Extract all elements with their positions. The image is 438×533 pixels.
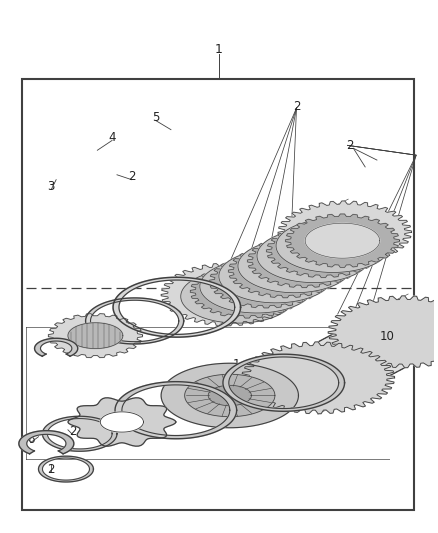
Polygon shape [305,223,380,258]
Text: 5: 5 [152,111,160,124]
Polygon shape [219,249,332,303]
Text: 6: 6 [27,433,35,446]
Text: 2: 2 [174,396,181,409]
Text: 1: 1 [233,358,240,370]
Text: 8: 8 [356,350,363,363]
Polygon shape [239,259,313,294]
Polygon shape [296,228,370,263]
Polygon shape [229,264,304,298]
Polygon shape [266,224,380,278]
Polygon shape [318,296,405,414]
Polygon shape [100,412,144,432]
Polygon shape [248,254,322,288]
Polygon shape [210,274,284,309]
Text: 2: 2 [277,384,285,397]
Polygon shape [277,238,351,273]
Text: 2: 2 [128,170,135,183]
Polygon shape [39,456,93,482]
Polygon shape [247,234,361,288]
Text: 3: 3 [48,180,55,193]
Polygon shape [48,313,142,358]
Polygon shape [208,385,251,406]
Polygon shape [85,298,184,344]
Polygon shape [19,431,74,454]
Polygon shape [115,382,237,439]
Polygon shape [258,248,332,284]
Text: 2: 2 [69,425,77,438]
Polygon shape [228,244,342,298]
Polygon shape [68,323,123,349]
Text: 10: 10 [379,330,394,343]
Polygon shape [286,214,399,268]
Polygon shape [201,279,275,314]
Polygon shape [228,201,345,326]
Polygon shape [242,342,395,414]
Polygon shape [278,201,411,264]
Bar [22,79,414,510]
Text: 7: 7 [108,411,116,425]
Polygon shape [68,398,176,446]
Polygon shape [161,263,294,326]
Polygon shape [35,338,78,356]
Text: 2: 2 [293,100,300,112]
Polygon shape [257,229,371,282]
Polygon shape [223,354,345,411]
Polygon shape [276,219,390,272]
Polygon shape [328,296,438,368]
Polygon shape [113,277,240,337]
Text: 2: 2 [346,139,353,152]
Polygon shape [185,374,275,417]
Polygon shape [42,416,117,451]
Text: 2: 2 [47,463,55,475]
Polygon shape [286,233,360,268]
Polygon shape [200,260,314,313]
Polygon shape [190,265,304,318]
Text: 4: 4 [108,131,116,144]
Polygon shape [267,244,342,278]
Polygon shape [161,364,298,427]
Polygon shape [219,269,294,304]
Polygon shape [238,239,352,293]
Polygon shape [209,255,323,308]
Polygon shape [181,270,294,323]
Text: 1: 1 [215,43,223,56]
